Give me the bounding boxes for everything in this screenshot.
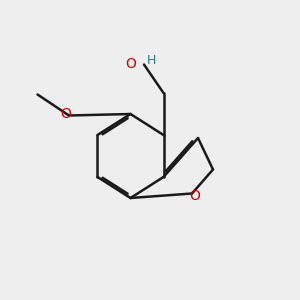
- Text: O: O: [61, 107, 71, 121]
- Text: O: O: [189, 190, 200, 203]
- Text: H: H: [147, 53, 156, 67]
- Text: O: O: [126, 58, 136, 71]
